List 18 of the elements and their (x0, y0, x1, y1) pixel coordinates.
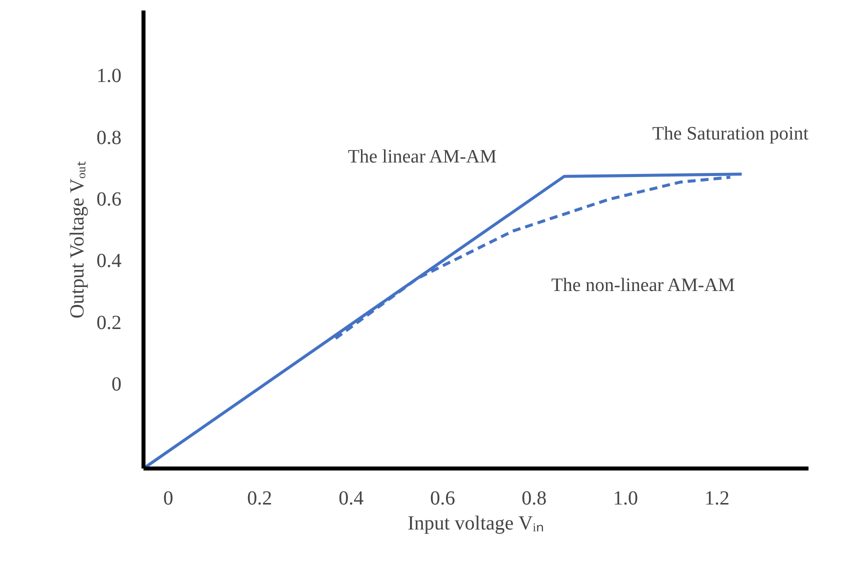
x-tick-label: 0.4 (338, 488, 364, 510)
annotation: The linear AM-AM (348, 146, 497, 168)
y-tick-label: 1.0 (96, 65, 122, 88)
x-axis-title: Input voltage Vᵢₙ (408, 512, 544, 534)
annotation: The Saturation point (652, 124, 810, 145)
annotation: The non-linear AM-AM (551, 274, 735, 296)
x-tick-label: 0 (163, 488, 174, 510)
x-tick-label: 0.8 (522, 488, 547, 510)
y-tick-label: 0.4 (96, 250, 122, 272)
y-tick-label: 0.6 (96, 188, 122, 211)
x-tick-label: 0.6 (430, 488, 456, 510)
y-tick-label: 0.8 (96, 126, 122, 149)
x-tick-label: 1.0 (613, 488, 638, 510)
y-axis-title: Output Voltage Vₒᵤₜ (66, 161, 88, 319)
y-tick-label: 0 (112, 373, 122, 396)
x-tick-label: 0.2 (247, 488, 272, 510)
y-tick-label: 0.2 (96, 312, 122, 334)
x-tick-label: 1.2 (704, 488, 730, 510)
